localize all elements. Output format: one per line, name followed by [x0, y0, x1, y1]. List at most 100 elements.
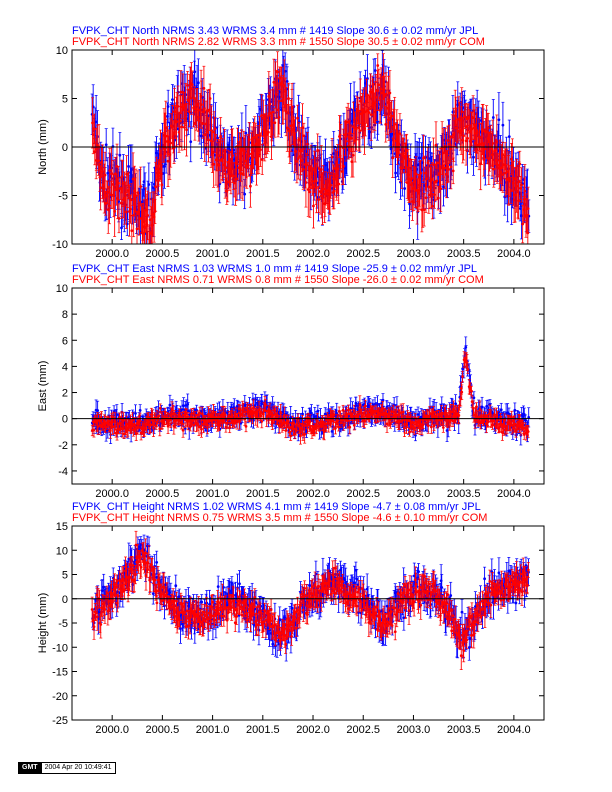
data-point	[369, 113, 373, 117]
data-point	[388, 91, 392, 95]
data-point	[419, 171, 423, 175]
data-point	[466, 136, 470, 140]
data-point	[300, 159, 304, 162]
data-point	[425, 177, 429, 181]
data-point	[115, 413, 119, 417]
data-point	[229, 174, 233, 178]
data-point	[119, 201, 123, 205]
data-point	[99, 186, 103, 190]
data-point	[358, 99, 362, 103]
data-point	[180, 125, 184, 129]
data-point	[224, 166, 228, 170]
data-point	[306, 142, 309, 146]
y-tick-label: 5	[62, 94, 68, 106]
data-point	[127, 164, 130, 168]
data-point	[243, 149, 246, 153]
data-point	[193, 70, 197, 74]
data-point	[391, 156, 395, 160]
y-axis-label: North (mm)	[37, 119, 49, 175]
data-point	[185, 128, 188, 132]
data-point	[376, 64, 380, 67]
data-point	[501, 123, 505, 127]
data-point	[260, 113, 264, 117]
data-point	[97, 159, 101, 163]
data-point	[110, 172, 113, 176]
data-point	[197, 119, 201, 123]
data-point	[201, 110, 205, 114]
data-point	[317, 198, 320, 201]
data-point	[147, 183, 151, 186]
data-point	[202, 86, 206, 90]
data-point	[384, 122, 388, 126]
data-point	[189, 140, 193, 144]
data-point	[464, 139, 468, 143]
data-point	[208, 97, 212, 100]
data-point	[221, 163, 225, 167]
x-tick-label: 2000.5	[146, 248, 180, 260]
data-point	[139, 185, 143, 188]
data-point	[496, 163, 500, 167]
data-point	[441, 151, 445, 155]
data-point	[512, 198, 516, 202]
data-point	[486, 126, 490, 130]
data-point	[248, 184, 252, 188]
data-point	[103, 173, 107, 177]
data-point	[285, 80, 289, 83]
data-point	[517, 180, 521, 183]
data-point	[351, 153, 355, 157]
y-tick-label: -5	[58, 191, 68, 203]
data-point	[171, 98, 174, 102]
data-point	[104, 201, 108, 205]
data-point	[526, 231, 530, 235]
data-point	[358, 129, 362, 133]
data-point	[492, 167, 496, 171]
x-tick-label: 2004.0	[497, 248, 531, 260]
data-point	[368, 130, 372, 134]
data-point	[176, 105, 180, 108]
data-point	[178, 119, 182, 123]
data-point	[272, 80, 276, 84]
data-point	[243, 159, 247, 163]
data-point	[301, 168, 305, 171]
data-point	[304, 181, 308, 184]
data-point	[180, 408, 184, 411]
data-point	[186, 83, 190, 87]
data-point	[124, 210, 128, 214]
data-point	[481, 129, 485, 133]
data-point	[219, 134, 223, 138]
data-point	[196, 81, 200, 85]
data-point	[273, 121, 277, 125]
data-point	[247, 138, 251, 141]
data-point	[460, 110, 464, 114]
panel-header-com: FVPK_CHT North NRMS 2.82 WRMS 3.3 mm # 1…	[72, 36, 485, 48]
data-point	[520, 214, 523, 218]
data-point	[168, 403, 172, 407]
data-point	[416, 163, 420, 167]
x-tick-label: 2002.0	[296, 248, 330, 260]
data-point	[301, 126, 304, 130]
data-point	[116, 181, 120, 185]
data-point	[138, 408, 142, 412]
data-point	[436, 161, 440, 165]
data-point	[349, 136, 353, 140]
data-point	[213, 127, 217, 131]
data-point	[120, 226, 123, 230]
data-point	[390, 114, 394, 118]
data-point	[403, 187, 407, 190]
data-point	[330, 155, 334, 159]
data-point	[439, 187, 443, 191]
data-point	[523, 189, 527, 193]
data-point	[344, 139, 348, 143]
data-point	[379, 87, 383, 91]
data-point	[127, 184, 130, 187]
data-point	[445, 165, 449, 169]
data-point	[408, 178, 412, 182]
data-point	[207, 138, 210, 142]
data-point	[108, 204, 111, 208]
data-point	[167, 140, 171, 144]
data-point	[337, 182, 341, 186]
data-point	[421, 204, 425, 207]
data-point	[311, 180, 315, 183]
data-point	[505, 170, 509, 174]
x-tick-label: 2002.5	[346, 248, 380, 260]
